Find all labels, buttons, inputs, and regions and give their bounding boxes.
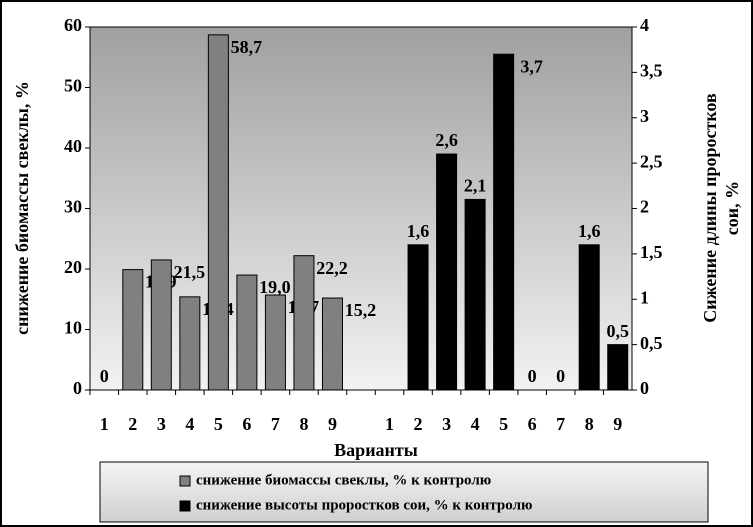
- y2-tick-label: 1: [640, 287, 649, 307]
- y-tick-label: 30: [64, 197, 82, 217]
- data-label: 0: [528, 366, 537, 386]
- y-tick-label: 60: [64, 15, 82, 35]
- data-label: 1,6: [578, 221, 601, 241]
- legend-swatch: [179, 500, 191, 512]
- data-label: 2,1: [464, 176, 487, 196]
- y-tick-label: 20: [64, 257, 82, 277]
- y2-tick-label: 3,5: [640, 61, 663, 81]
- y2-tick-label: 2,5: [640, 151, 663, 171]
- bar: [578, 244, 600, 391]
- bar: [493, 53, 515, 391]
- bar: [207, 34, 229, 391]
- bar: [436, 153, 458, 391]
- x-tick-label: 1: [385, 414, 394, 434]
- y-tick-label: 10: [64, 318, 82, 338]
- y-tick-label: 50: [64, 76, 82, 96]
- x-tick-label: 4: [471, 414, 480, 434]
- bar: [236, 274, 258, 391]
- data-label: 22,2: [316, 258, 348, 278]
- y-tick-label: 40: [64, 136, 82, 156]
- data-label: 15,2: [345, 300, 377, 320]
- bar: [150, 259, 172, 391]
- bar: [264, 294, 286, 391]
- y2-tick-label: 0,5: [640, 333, 663, 353]
- y-tick-label: 0: [73, 378, 82, 398]
- y2-tick-label: 1,5: [640, 242, 663, 262]
- y2-axis-title: сои, %: [722, 181, 742, 235]
- y2-tick-label: 0: [640, 378, 649, 398]
- x-tick-label: 3: [442, 414, 451, 434]
- legend-label: снижение биомассы свеклы, % к контролю: [196, 472, 491, 488]
- x-axis-title: Варианты: [334, 440, 418, 460]
- bar: [293, 255, 315, 391]
- bar: [607, 344, 629, 391]
- x-tick-label: 9: [613, 414, 622, 434]
- x-tick-label: 5: [499, 414, 508, 434]
- x-tick-label: 4: [185, 414, 194, 434]
- bar: [321, 297, 343, 391]
- data-label: 0,5: [606, 321, 629, 341]
- legend-swatch: [179, 475, 191, 487]
- bar: [179, 296, 201, 391]
- x-tick-label: 8: [299, 414, 308, 434]
- x-tick-label: 1: [100, 414, 109, 434]
- x-tick-label: 8: [585, 414, 594, 434]
- bar: [407, 244, 429, 391]
- legend: [99, 461, 709, 523]
- data-label: 19,0: [259, 277, 291, 297]
- x-tick-label: 6: [242, 414, 251, 434]
- x-tick-label: 6: [528, 414, 537, 434]
- y-axis-title: снижение биомассы свеклы, %: [12, 81, 32, 335]
- y2-tick-label: 2: [640, 197, 649, 217]
- x-tick-label: 7: [556, 414, 565, 434]
- data-label: 58,7: [231, 37, 263, 57]
- legend-label: снижение высоты проростков сои, % к конт…: [196, 497, 532, 513]
- x-tick-label: 7: [271, 414, 280, 434]
- data-label: 0: [556, 366, 565, 386]
- x-tick-label: 9: [328, 414, 337, 434]
- data-label: 1,6: [407, 221, 430, 241]
- y2-tick-label: 4: [640, 15, 649, 35]
- data-label: 0: [100, 366, 109, 386]
- x-tick-label: 2: [128, 414, 137, 434]
- bar: [464, 198, 486, 391]
- x-tick-label: 2: [414, 414, 423, 434]
- data-label: 2,6: [435, 130, 458, 150]
- x-tick-label: 3: [157, 414, 166, 434]
- y2-tick-label: 3: [640, 106, 649, 126]
- y2-axis-title: Сижение длины проростков: [700, 93, 720, 323]
- data-label: 21,5: [174, 262, 206, 282]
- x-tick-label: 5: [214, 414, 223, 434]
- data-label: 3,7: [520, 56, 543, 76]
- bar: [122, 269, 144, 391]
